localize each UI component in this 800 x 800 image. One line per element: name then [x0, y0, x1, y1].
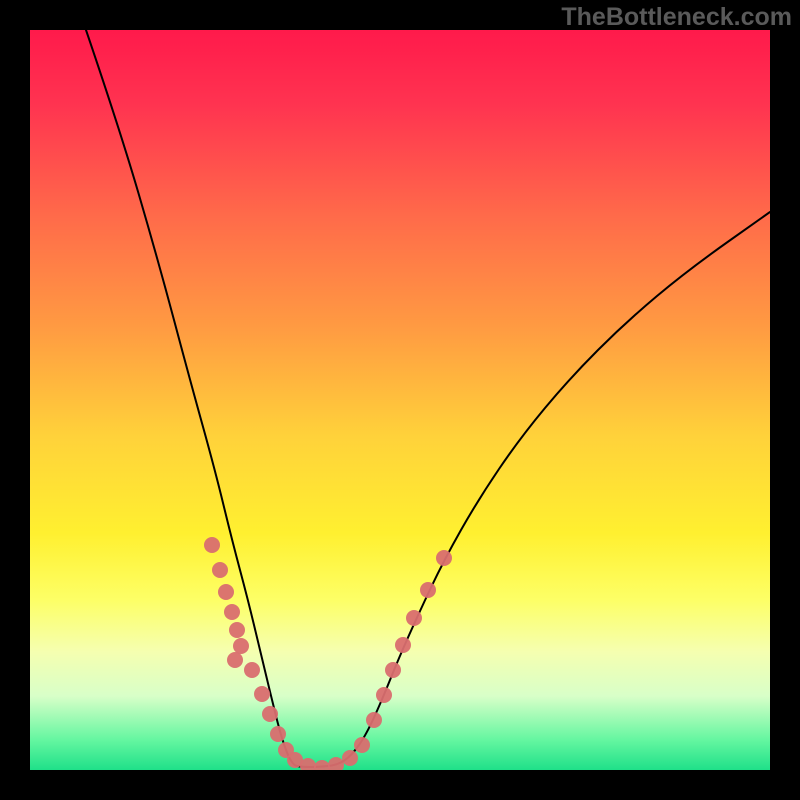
data-dot: [229, 622, 245, 638]
data-dot: [342, 750, 358, 766]
data-dot: [212, 562, 228, 578]
data-dot: [218, 584, 234, 600]
data-dot: [420, 582, 436, 598]
data-dot: [366, 712, 382, 728]
data-dot: [233, 638, 249, 654]
data-dot: [270, 726, 286, 742]
chart-frame: [30, 30, 770, 770]
watermark-text: TheBottleneck.com: [561, 3, 792, 32]
data-dot: [376, 687, 392, 703]
data-dot: [227, 652, 243, 668]
chart-svg: [30, 30, 770, 770]
data-dot: [224, 604, 240, 620]
data-dot: [262, 706, 278, 722]
data-dot: [385, 662, 401, 678]
data-dot: [436, 550, 452, 566]
data-dot: [354, 737, 370, 753]
data-dot: [406, 610, 422, 626]
chart-background: [30, 30, 770, 770]
data-dot: [254, 686, 270, 702]
data-dot: [395, 637, 411, 653]
data-dot: [204, 537, 220, 553]
data-dot: [244, 662, 260, 678]
